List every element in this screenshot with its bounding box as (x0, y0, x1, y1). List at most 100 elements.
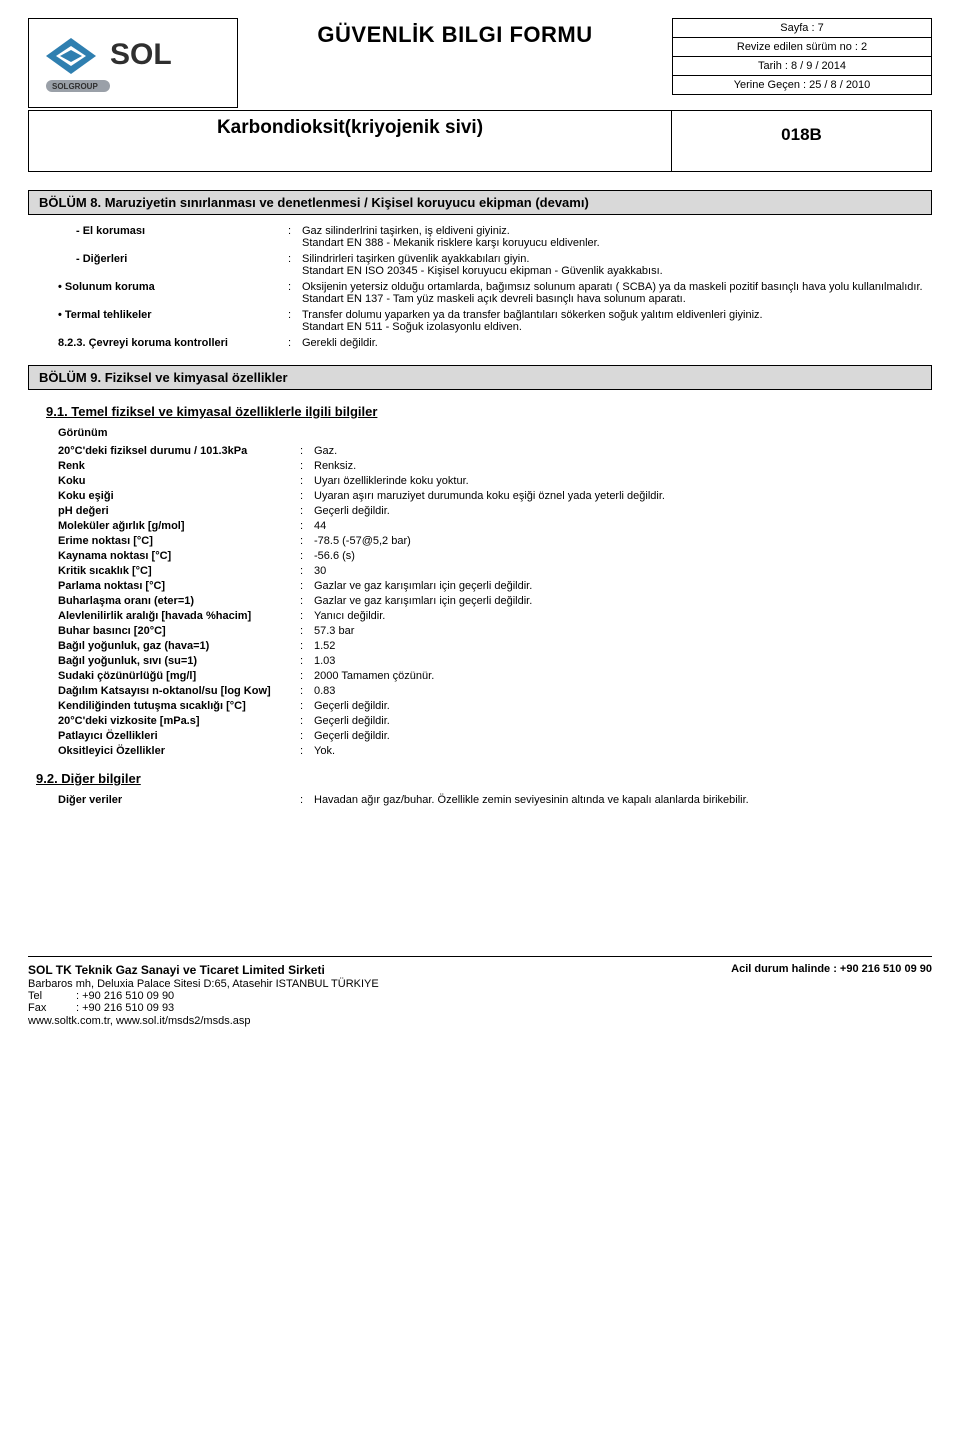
property-label: Sudaki çözünürlüğü [mg/l] (28, 670, 300, 682)
property-value: Gazlar ve gaz karışımları için geçerli d… (314, 580, 932, 592)
sub-header: Karbondioksit(kriyojenik sivi) 018B (28, 110, 932, 172)
property-label: pH değeri (28, 505, 300, 517)
section-9-1-title: 9.1. Temel fiziksel ve kimyasal özellikl… (46, 404, 932, 419)
section-9-properties: 20°C'deki fiziksel durumu / 101.3kPa:Gaz… (28, 445, 932, 757)
property-value: Uyaran aşırı maruziyet durumunda koku eş… (314, 490, 932, 502)
colon: : (300, 610, 314, 622)
colon: : (300, 794, 314, 806)
property-row: Bağıl yoğunluk, sıvı (su=1):1.03 (28, 655, 932, 667)
logo-subtext: SOLGROUP (52, 82, 98, 91)
property-value: Renksiz. (314, 460, 932, 472)
property-value: 2000 Tamamen çözünür. (314, 670, 932, 682)
property-label: 20°C'deki fiziksel durumu / 101.3kPa (28, 445, 300, 457)
property-row: Kaynama noktası [°C]:-56.6 (s) (28, 550, 932, 562)
row-value: Silindrirleri taşirken güvenlik ayakkabı… (302, 253, 932, 277)
section-8-row: • Solunum koruma:Oksijenin yetersiz oldu… (28, 281, 932, 305)
other-data-row: Diğer veriler : Havadan ağır gaz/buhar. … (28, 794, 932, 806)
footer-fax-row: Fax : +90 216 510 09 93 (28, 1002, 379, 1014)
property-label: Alevlenilirlik aralığı [havada %hacim] (28, 610, 300, 622)
meta-box: Sayfa : 7 Revize edilen sürüm no : 2 Tar… (672, 18, 932, 95)
document-header: SOL SOLGROUP GÜVENLİK BILGI FORMU Sayfa … (28, 18, 932, 108)
property-value: Gazlar ve gaz karışımları için geçerli d… (314, 595, 932, 607)
row-label: • Solunum koruma (28, 281, 288, 305)
property-label: Kendiliğinden tutuşma sıcaklığı [°C] (28, 700, 300, 712)
colon: : (300, 580, 314, 592)
property-value: 57.3 bar (314, 625, 932, 637)
row-value: Oksijenin yetersiz olduğu ortamlarda, ba… (302, 281, 932, 305)
row-label: 8.2.3. Çevreyi koruma kontrolleri (28, 337, 288, 349)
logo-text: SOL (110, 38, 172, 71)
property-row: Kendiliğinden tutuşma sıcaklığı [°C]:Geç… (28, 700, 932, 712)
property-label: Erime noktası [°C] (28, 535, 300, 547)
property-row: Moleküler ağırlık [g/mol]:44 (28, 520, 932, 532)
colon: : (300, 625, 314, 637)
section-9-title: BÖLÜM 9. Fiziksel ve kimyasal özellikler (28, 365, 932, 390)
section-8-row: - El koruması:Gaz silinderlrini taşirken… (28, 225, 932, 249)
property-value: Yok. (314, 745, 932, 757)
property-value: 30 (314, 565, 932, 577)
colon: : (300, 475, 314, 487)
property-value: -78.5 (-57@5,2 bar) (314, 535, 932, 547)
property-label: Koku eşiği (28, 490, 300, 502)
colon: : (300, 550, 314, 562)
property-row: Koku:Uyarı özelliklerinde koku yoktur. (28, 475, 932, 487)
section-8-row: - Diğerleri:Silindrirleri taşirken güven… (28, 253, 932, 277)
property-row: 20°C'deki vizkosite [mPa.s]:Geçerli deği… (28, 715, 932, 727)
logo-box: SOL SOLGROUP (28, 18, 238, 108)
colon: : (300, 595, 314, 607)
colon: : (300, 670, 314, 682)
property-row: 20°C'deki fiziksel durumu / 101.3kPa:Gaz… (28, 445, 932, 457)
property-label: Bağıl yoğunluk, sıvı (su=1) (28, 655, 300, 667)
property-value: Uyarı özelliklerinde koku yoktur. (314, 475, 932, 487)
row-value: Transfer dolumu yaparken ya da transfer … (302, 309, 932, 333)
appearance-label: Görünüm (58, 427, 932, 439)
colon: : (300, 730, 314, 742)
property-value: Geçerli değildir. (314, 505, 932, 517)
property-label: Patlayıcı Özellikleri (28, 730, 300, 742)
property-label: Buhar basıncı [20°C] (28, 625, 300, 637)
property-value: Geçerli değildir. (314, 715, 932, 727)
property-row: Renk:Renksiz. (28, 460, 932, 472)
property-label: Oksitleyici Özellikler (28, 745, 300, 757)
row-value: Gerekli değildir. (302, 337, 932, 349)
property-row: Kritik sıcaklık [°C]:30 (28, 565, 932, 577)
footer-tel: : +90 216 510 09 90 (76, 990, 174, 1002)
footer-left: SOL TK Teknik Gaz Sanayi ve Ticaret Limi… (28, 963, 379, 1027)
colon: : (288, 337, 302, 349)
colon: : (300, 445, 314, 457)
property-row: Buhar basıncı [20°C]:57.3 bar (28, 625, 932, 637)
colon: : (288, 225, 302, 249)
other-data-label: Diğer veriler (28, 794, 300, 806)
row-value: Gaz silinderlrini taşirken, iş eldiveni … (302, 225, 932, 249)
property-value: -56.6 (s) (314, 550, 932, 562)
property-row: pH değeri:Geçerli değildir. (28, 505, 932, 517)
colon: : (288, 281, 302, 305)
colon: : (300, 745, 314, 757)
property-row: Patlayıcı Özellikleri:Geçerli değildir. (28, 730, 932, 742)
document-title: GÜVENLİK BILGI FORMU (246, 18, 664, 48)
property-row: Oksitleyici Özellikler:Yok. (28, 745, 932, 757)
property-value: 1.52 (314, 640, 932, 652)
property-value: Yanıcı değildir. (314, 610, 932, 622)
property-row: Koku eşiği:Uyaran aşırı maruziyet durumu… (28, 490, 932, 502)
property-row: Buharlaşma oranı (eter=1):Gazlar ve gaz … (28, 595, 932, 607)
sol-logo: SOL SOLGROUP (38, 28, 228, 98)
property-row: Sudaki çözünürlüğü [mg/l]:2000 Tamamen ç… (28, 670, 932, 682)
property-label: 20°C'deki vizkosite [mPa.s] (28, 715, 300, 727)
property-value: 1.03 (314, 655, 932, 667)
property-row: Bağıl yoğunluk, gaz (hava=1):1.52 (28, 640, 932, 652)
property-label: Bağıl yoğunluk, gaz (hava=1) (28, 640, 300, 652)
colon: : (300, 715, 314, 727)
section-8-body: - El koruması:Gaz silinderlrini taşirken… (28, 225, 932, 349)
meta-revision: Revize edilen sürüm no : 2 (673, 38, 931, 57)
property-value: Gaz. (314, 445, 932, 457)
footer-fax-label: Fax (28, 1002, 76, 1014)
product-name: Karbondioksit(kriyojenik sivi) (28, 110, 672, 172)
property-row: Parlama noktası [°C]:Gazlar ve gaz karış… (28, 580, 932, 592)
section-8-row: 8.2.3. Çevreyi koruma kontrolleri:Gerekl… (28, 337, 932, 349)
section-8-row: • Termal tehlikeler:Transfer dolumu yapa… (28, 309, 932, 333)
colon: : (300, 520, 314, 532)
property-value: Geçerli değildir. (314, 700, 932, 712)
property-value: Geçerli değildir. (314, 730, 932, 742)
property-label: Buharlaşma oranı (eter=1) (28, 595, 300, 607)
